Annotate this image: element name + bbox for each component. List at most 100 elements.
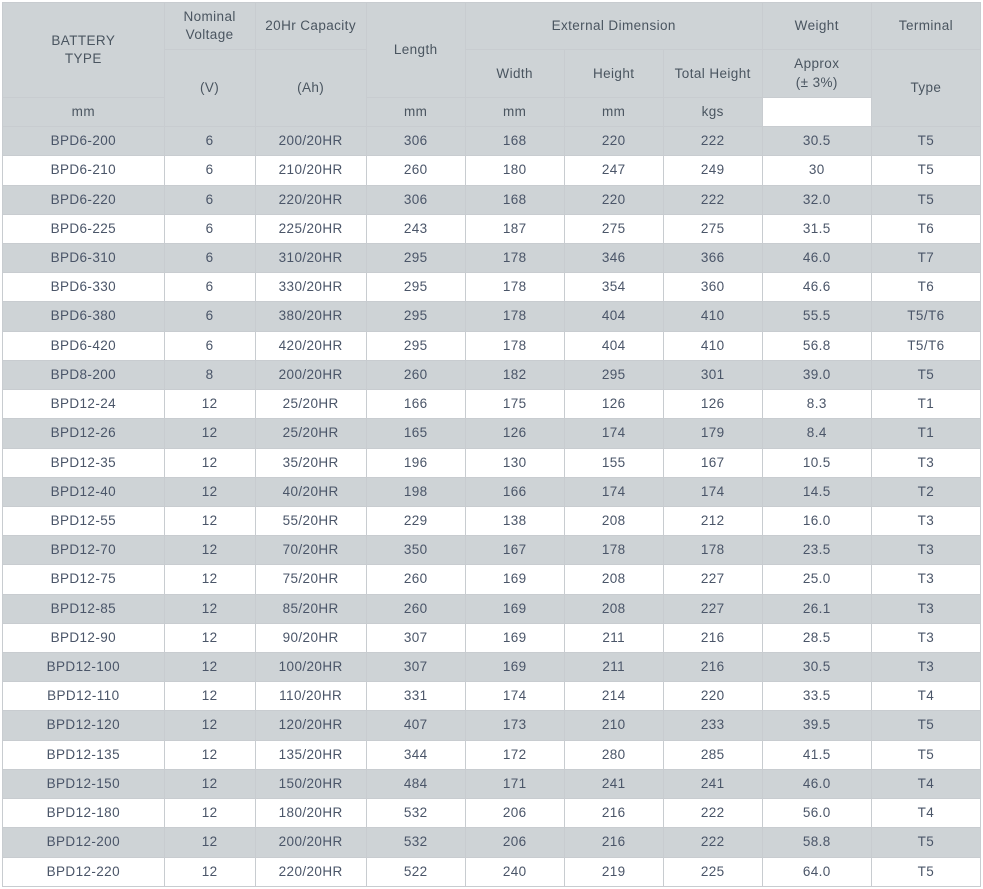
- cell-length: 229: [366, 506, 465, 535]
- table-row: BPD8-2008200/20HR26018229530139.0T5: [3, 360, 981, 389]
- cell-capacity: 25/20HR: [255, 419, 366, 448]
- table-row: BPD6-2256225/20HR24318727527531.5T6: [3, 214, 981, 243]
- cell-width: 175: [465, 390, 564, 419]
- table-row: BPD12-13512135/20HR34417228028541.5T5: [3, 740, 981, 769]
- cell-height: 210: [564, 711, 663, 740]
- cell-height: 174: [564, 477, 663, 506]
- cell-weight: 33.5: [762, 682, 871, 711]
- table-row: BPD12-701270/20HR35016717817823.5T3: [3, 536, 981, 565]
- table-row: BPD6-2106210/20HR26018024724930T5: [3, 156, 981, 185]
- table-row: BPD12-551255/20HR22913820821216.0T3: [3, 506, 981, 535]
- cell-voltage: 6: [164, 273, 255, 302]
- cell-terminal: T3: [871, 653, 980, 682]
- cell-terminal: T5: [871, 360, 980, 389]
- cell-capacity: 150/20HR: [255, 769, 366, 798]
- cell-weight: 39.0: [762, 360, 871, 389]
- cell-total_height: 126: [663, 390, 762, 419]
- cell-voltage: 12: [164, 565, 255, 594]
- header-unit-mm-hei: mm: [465, 97, 564, 126]
- cell-terminal: T2: [871, 477, 980, 506]
- cell-length: 295: [366, 243, 465, 272]
- cell-terminal: T3: [871, 565, 980, 594]
- cell-voltage: 12: [164, 506, 255, 535]
- cell-width: 187: [465, 214, 564, 243]
- cell-height: 214: [564, 682, 663, 711]
- cell-capacity: 90/20HR: [255, 623, 366, 652]
- table-row: BPD12-901290/20HR30716921121628.5T3: [3, 623, 981, 652]
- cell-height: 247: [564, 156, 663, 185]
- table-row: BPD12-351235/20HR19613015516710.5T3: [3, 448, 981, 477]
- cell-width: 173: [465, 711, 564, 740]
- cell-type: BPD12-110: [3, 682, 165, 711]
- cell-weight: 30.5: [762, 127, 871, 156]
- table-header: BATTERY TYPE Nominal Voltage 20Hr Capaci…: [3, 3, 981, 127]
- cell-height: 346: [564, 243, 663, 272]
- table-row: BPD6-4206420/20HR29517840441056.8T5/T6: [3, 331, 981, 360]
- cell-voltage: 12: [164, 594, 255, 623]
- table-row: BPD6-3806380/20HR29517840441055.5T5/T6: [3, 302, 981, 331]
- cell-weight: 30.5: [762, 653, 871, 682]
- cell-width: 240: [465, 857, 564, 886]
- cell-total_height: 285: [663, 740, 762, 769]
- cell-length: 198: [366, 477, 465, 506]
- cell-height: 280: [564, 740, 663, 769]
- cell-type: BPD12-135: [3, 740, 165, 769]
- cell-height: 241: [564, 769, 663, 798]
- cell-length: 344: [366, 740, 465, 769]
- table-row: BPD6-2006200/20HR30616822022230.5T5: [3, 127, 981, 156]
- cell-width: 166: [465, 477, 564, 506]
- cell-length: 331: [366, 682, 465, 711]
- cell-total_height: 220: [663, 682, 762, 711]
- table-row: BPD12-751275/20HR26016920822725.0T3: [3, 565, 981, 594]
- cell-total_height: 366: [663, 243, 762, 272]
- cell-type: BPD12-90: [3, 623, 165, 652]
- cell-height: 219: [564, 857, 663, 886]
- cell-total_height: 227: [663, 594, 762, 623]
- cell-width: 178: [465, 273, 564, 302]
- table-body: BPD6-2006200/20HR30616822022230.5T5BPD6-…: [3, 127, 981, 887]
- cell-length: 522: [366, 857, 465, 886]
- cell-type: BPD12-150: [3, 769, 165, 798]
- cell-capacity: 310/20HR: [255, 243, 366, 272]
- cell-total_height: 233: [663, 711, 762, 740]
- cell-width: 172: [465, 740, 564, 769]
- cell-terminal: T5/T6: [871, 302, 980, 331]
- cell-length: 350: [366, 536, 465, 565]
- cell-voltage: 12: [164, 477, 255, 506]
- cell-length: 260: [366, 360, 465, 389]
- header-terminal-sub: Type: [871, 50, 980, 127]
- cell-width: 174: [465, 682, 564, 711]
- cell-capacity: 70/20HR: [255, 536, 366, 565]
- cell-voltage: 8: [164, 360, 255, 389]
- cell-length: 166: [366, 390, 465, 419]
- cell-total_height: 410: [663, 302, 762, 331]
- cell-type: BPD12-200: [3, 828, 165, 857]
- cell-terminal: T3: [871, 506, 980, 535]
- cell-type: BPD6-380: [3, 302, 165, 331]
- cell-weight: 14.5: [762, 477, 871, 506]
- cell-type: BPD12-180: [3, 799, 165, 828]
- cell-voltage: 6: [164, 127, 255, 156]
- cell-type: BPD12-26: [3, 419, 165, 448]
- cell-terminal: T3: [871, 536, 980, 565]
- cell-width: 126: [465, 419, 564, 448]
- cell-length: 295: [366, 302, 465, 331]
- cell-width: 180: [465, 156, 564, 185]
- header-weight: Weight: [762, 3, 871, 50]
- table-row: BPD12-15012150/20HR48417124124146.0T4: [3, 769, 981, 798]
- cell-weight: 31.5: [762, 214, 871, 243]
- cell-weight: 46.0: [762, 243, 871, 272]
- cell-length: 307: [366, 653, 465, 682]
- cell-capacity: 180/20HR: [255, 799, 366, 828]
- cell-type: BPD12-220: [3, 857, 165, 886]
- cell-terminal: T4: [871, 769, 980, 798]
- cell-terminal: T5: [871, 156, 980, 185]
- cell-height: 211: [564, 653, 663, 682]
- cell-voltage: 12: [164, 682, 255, 711]
- table-row: BPD6-3306330/20HR29517835436046.6T6: [3, 273, 981, 302]
- cell-type: BPD6-330: [3, 273, 165, 302]
- cell-weight: 30: [762, 156, 871, 185]
- cell-length: 306: [366, 127, 465, 156]
- cell-width: 178: [465, 243, 564, 272]
- cell-capacity: 40/20HR: [255, 477, 366, 506]
